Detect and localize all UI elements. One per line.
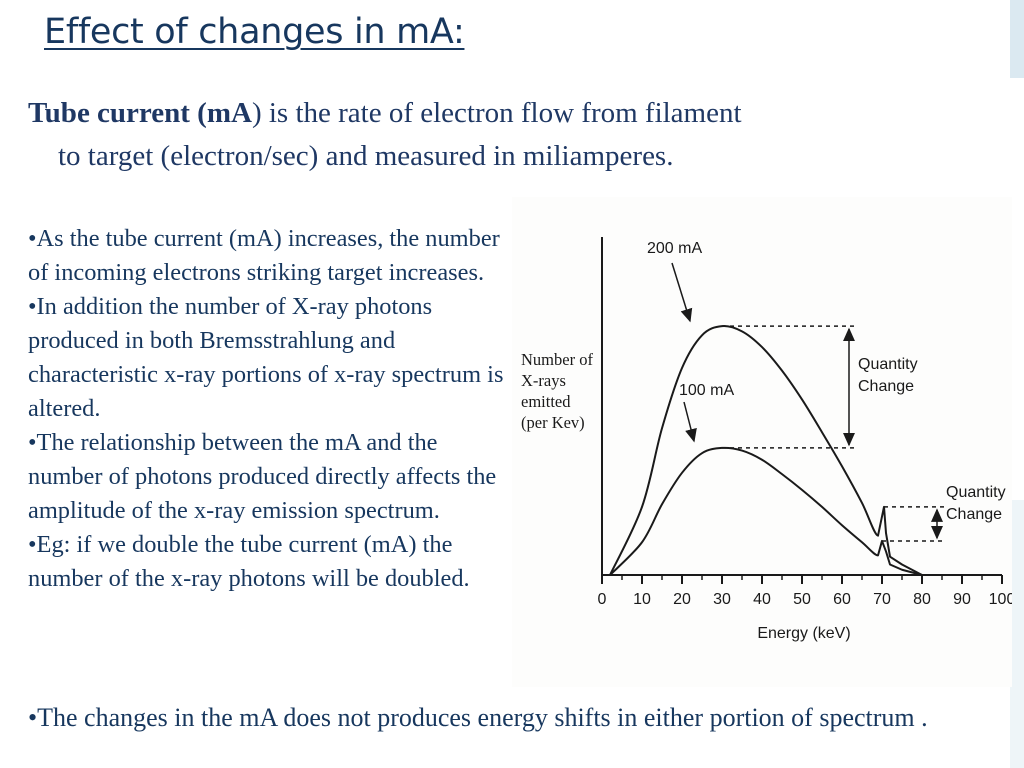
chart-curves [609, 324, 923, 576]
spectrum-figure: 0 10 20 30 40 50 60 70 80 90 100 200 mA 100 mA Quant… [512, 197, 1015, 687]
intro-definition: Tube current (mA) is the rate of electro… [28, 92, 988, 178]
quantity-change-label-2: Change [946, 506, 1002, 523]
bullet-list: •As the tube current (mA) increases, the… [28, 222, 516, 695]
spectrum-curve-200ma [609, 324, 923, 576]
bullet-item: •In addition the number of X-ray photons… [28, 293, 504, 422]
intro-line1-rest: ) is the rate of electron flow from fila… [251, 97, 742, 129]
quantity-change-label-2: Quantity [946, 484, 1006, 501]
x-tick-label: 50 [793, 591, 811, 608]
x-axis-ticks: 0 10 20 30 40 50 60 70 80 90 100 [598, 575, 1015, 608]
chart-axes [601, 237, 1002, 576]
y-axis-label: Number of X-rays emitted (per Kev) [521, 350, 593, 432]
x-tick-label: 30 [713, 591, 731, 608]
right-edge-decoration [1008, 0, 1024, 768]
intro-line2: to target (electron/sec) and measured in… [58, 140, 674, 172]
spectrum-chart: 0 10 20 30 40 50 60 70 80 90 100 200 mA 100 mA Quant… [598, 237, 1015, 642]
intro-term: Tube current (mA [28, 97, 252, 129]
quantity-change-label-1: Change [858, 378, 914, 395]
quantity-change-label-1: Quantity [858, 356, 918, 373]
x-axis-label: Energy (keV) [757, 625, 850, 642]
bullet-item: •The relationship between the mA and the… [28, 429, 497, 524]
bullet-item: •As the tube current (mA) increases, the… [28, 225, 500, 286]
x-tick-label: 100 [989, 591, 1012, 608]
x-tick-label: 0 [598, 591, 607, 608]
label-200ma: 200 mA [647, 240, 702, 257]
x-tick-label: 10 [633, 591, 651, 608]
x-tick-label: 20 [673, 591, 691, 608]
x-tick-label: 70 [873, 591, 891, 608]
x-tick-label: 80 [913, 591, 931, 608]
chart-annotations: 200 mA 100 mA Quantity Change Quantity Change [647, 240, 1006, 542]
x-tick-label: 40 [753, 591, 771, 608]
x-tick-label: 60 [833, 591, 851, 608]
bullet-item: •Eg: if we double the tube current (mA) … [28, 531, 470, 592]
final-bullet: •The changes in the mA does not produces… [28, 703, 928, 732]
arrow-200ma [671, 262, 693, 323]
spectrum-curve-100ma [609, 446, 923, 576]
label-100ma: 100 mA [679, 382, 734, 399]
slide-title: Effect of changes in mA: [44, 12, 465, 52]
arrow-100ma [683, 401, 697, 443]
x-tick-label: 90 [953, 591, 971, 608]
